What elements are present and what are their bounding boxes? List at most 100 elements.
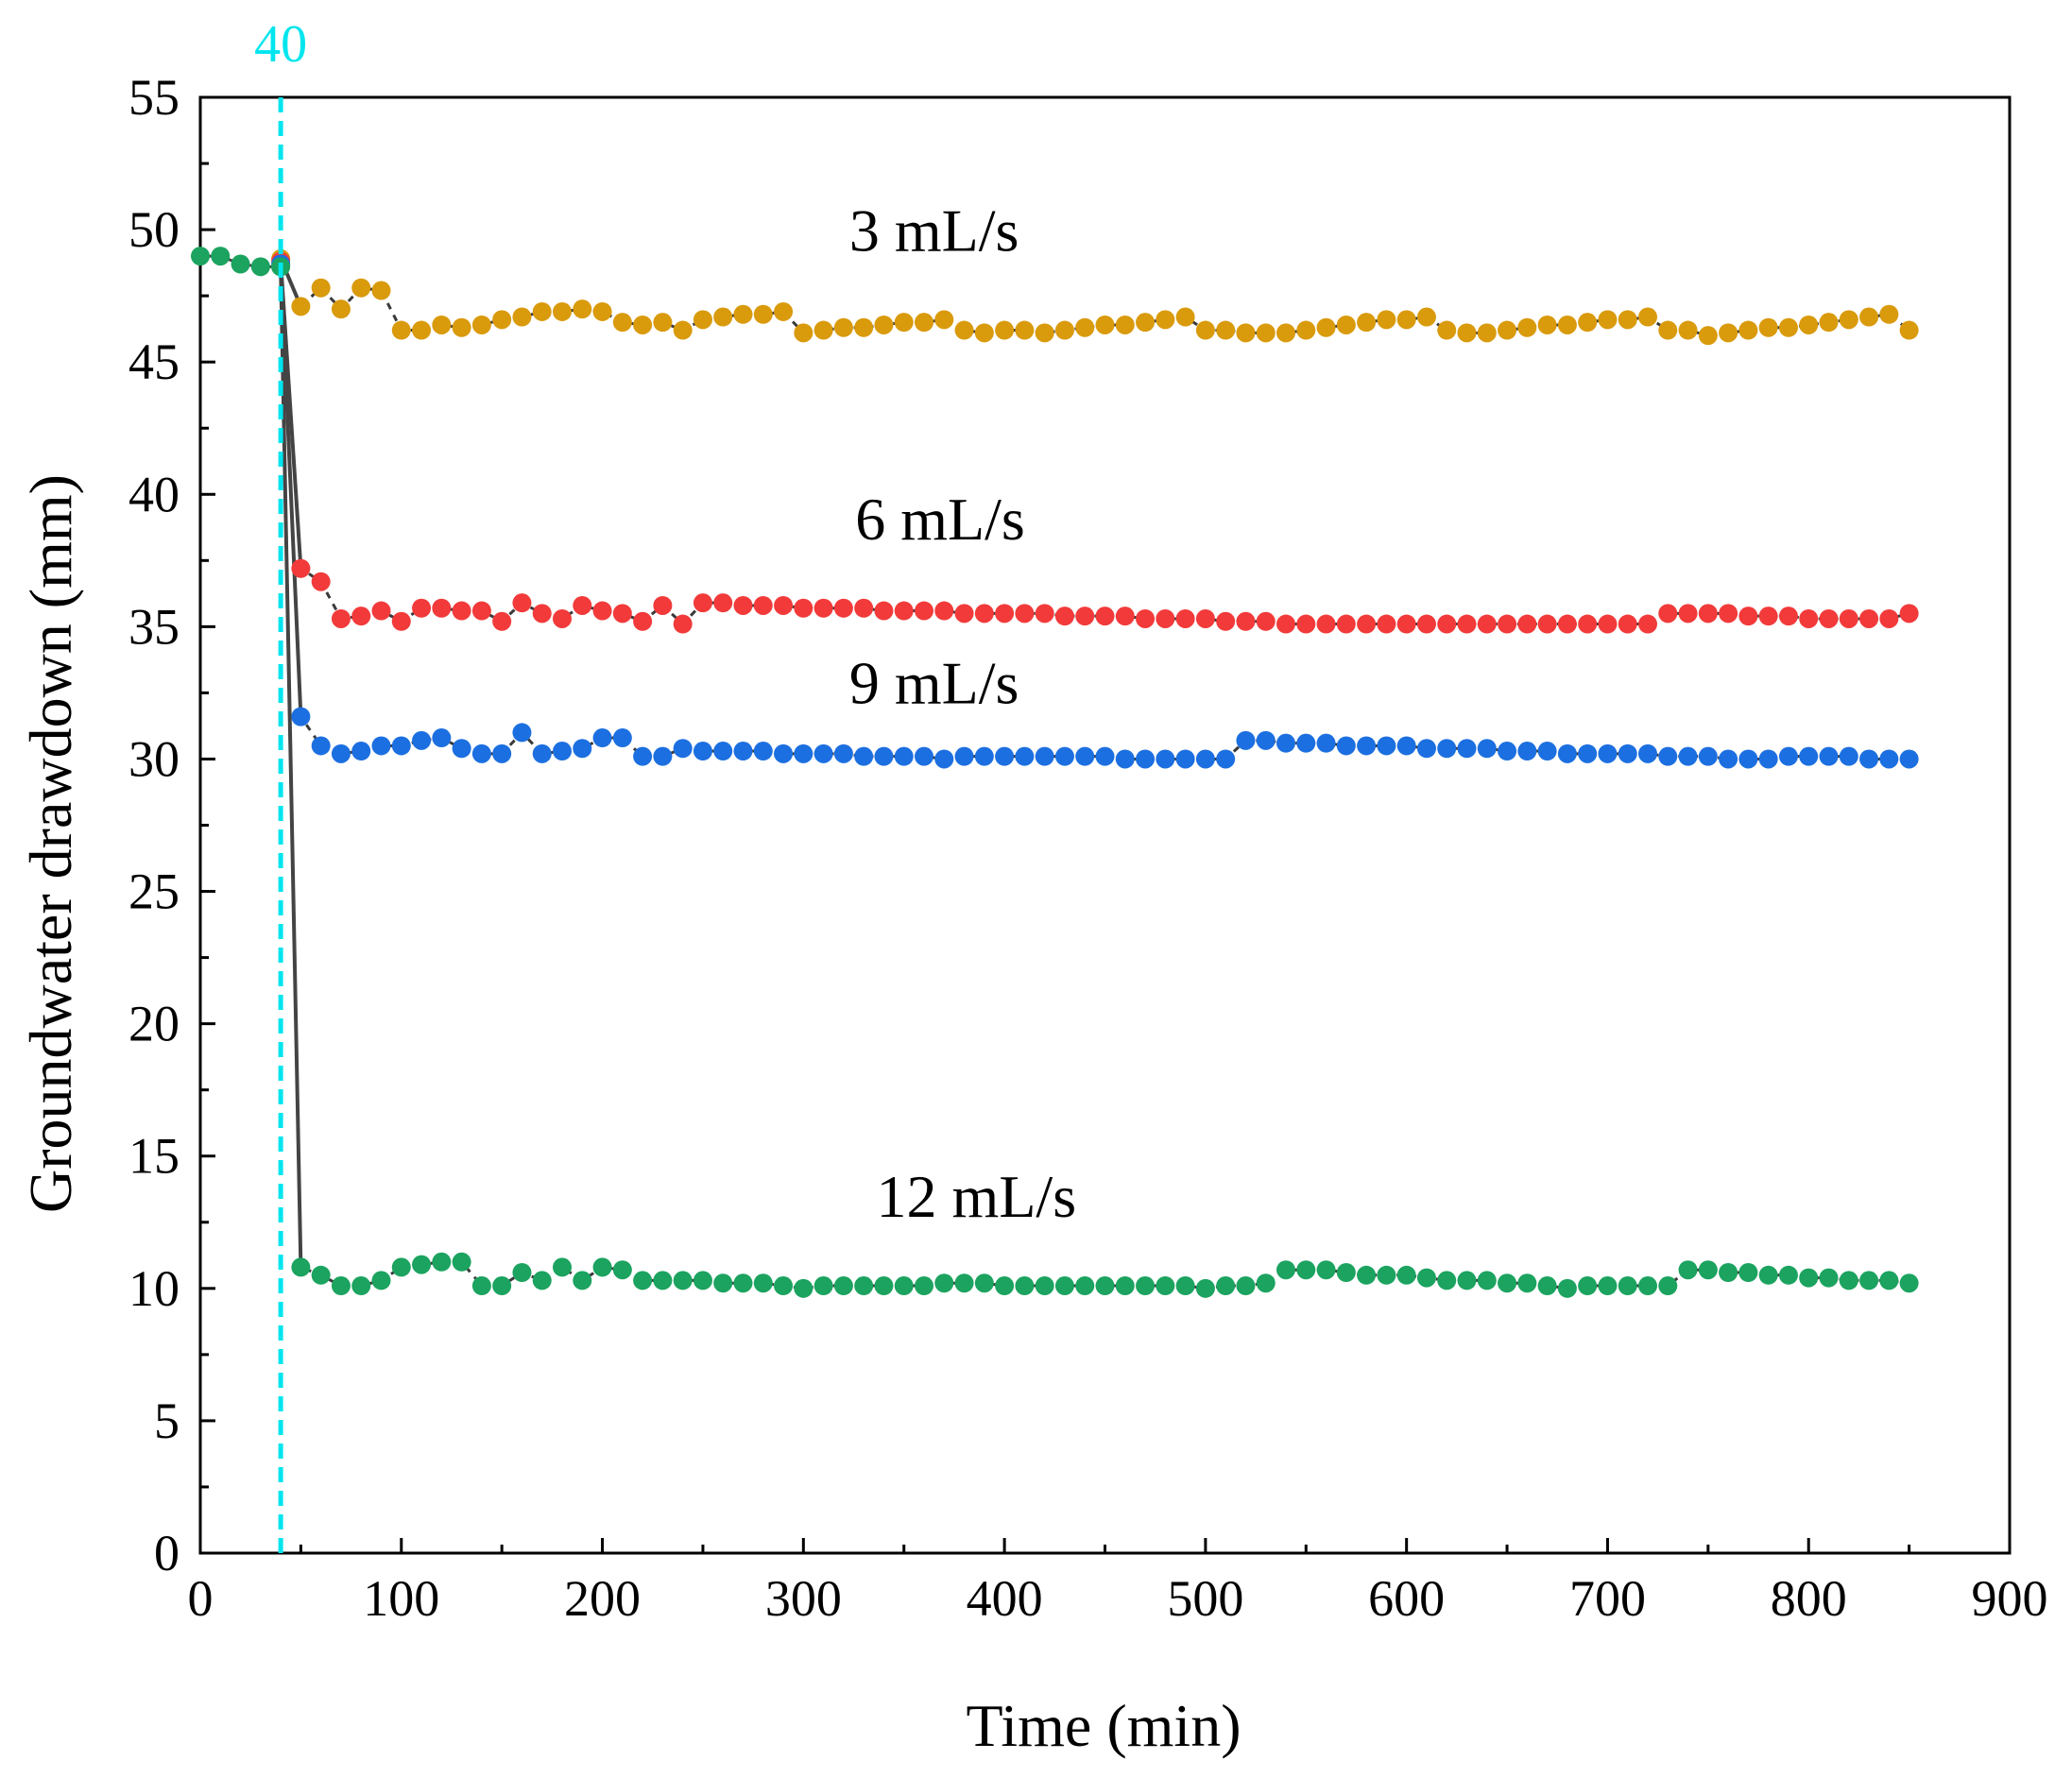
data-point-12-ml-per-s (1758, 1265, 1778, 1285)
data-point-6-ml-per-s (492, 611, 512, 631)
data-point-6-ml-per-s (1136, 608, 1156, 628)
data-point-12-ml-per-s (934, 1273, 954, 1293)
data-point-3-ml-per-s (653, 313, 673, 333)
data-point-9-ml-per-s (532, 743, 552, 763)
data-point-6-ml-per-s (1396, 614, 1416, 634)
data-point-9-ml-per-s (1618, 743, 1637, 763)
data-point-6-ml-per-s (1015, 604, 1035, 624)
data-point-9-ml-per-s (1015, 746, 1035, 766)
data-point-9-ml-per-s (1738, 749, 1758, 769)
x-tick-label: 100 (363, 1570, 439, 1627)
data-point-9-ml-per-s (995, 746, 1015, 766)
data-point-9-ml-per-s (1236, 730, 1256, 750)
initial-point (231, 254, 250, 274)
data-point-3-ml-per-s (311, 278, 331, 298)
data-point-9-ml-per-s (592, 728, 612, 748)
data-point-12-ml-per-s (1396, 1265, 1416, 1285)
data-point-9-ml-per-s (934, 749, 954, 769)
data-point-9-ml-per-s (553, 742, 572, 761)
data-point-9-ml-per-s (612, 728, 632, 748)
data-point-9-ml-per-s (391, 736, 411, 756)
data-point-6-ml-per-s (1899, 604, 1919, 624)
series-line-9-ml-per-s (279, 264, 1909, 760)
data-point-9-ml-per-s (331, 743, 351, 763)
data-point-6-ml-per-s (1256, 611, 1276, 631)
data-point-6-ml-per-s (954, 604, 974, 624)
data-point-6-ml-per-s (1095, 607, 1115, 626)
data-point-12-ml-per-s (1115, 1276, 1135, 1296)
data-point-12-ml-per-s (432, 1252, 452, 1272)
data-point-12-ml-per-s (1256, 1273, 1276, 1293)
y-tick-label: 5 (154, 1393, 180, 1449)
data-point-3-ml-per-s (1357, 313, 1377, 333)
data-point-6-ml-per-s (774, 595, 794, 615)
data-point-9-ml-per-s (1136, 749, 1156, 769)
data-point-9-ml-per-s (833, 743, 853, 763)
data-point-12-ml-per-s (1357, 1265, 1377, 1285)
data-point-12-ml-per-s (1175, 1276, 1195, 1296)
data-point-9-ml-per-s (371, 736, 391, 756)
data-point-6-ml-per-s (1678, 604, 1698, 624)
data-point-9-ml-per-s (1035, 746, 1054, 766)
data-point-9-ml-per-s (813, 743, 833, 763)
x-tick-label: 600 (1368, 1570, 1445, 1627)
data-point-6-ml-per-s (915, 601, 933, 621)
data-point-3-ml-per-s (1638, 307, 1657, 327)
data-point-12-ml-per-s (1437, 1271, 1457, 1290)
data-point-3-ml-per-s (1075, 317, 1095, 337)
data-point-9-ml-per-s (1578, 743, 1598, 763)
data-point-12-ml-per-s (1658, 1276, 1678, 1296)
series-lines-layer (200, 254, 1910, 1290)
data-point-6-ml-per-s (1054, 607, 1074, 626)
data-point-6-ml-per-s (653, 595, 673, 615)
data-point-3-ml-per-s (1396, 310, 1416, 330)
data-point-3-ml-per-s (894, 313, 914, 333)
data-point-3-ml-per-s (1557, 315, 1577, 334)
data-point-3-ml-per-s (1457, 323, 1477, 343)
data-point-3-ml-per-s (1598, 310, 1618, 330)
data-point-3-ml-per-s (1156, 310, 1175, 330)
data-point-12-ml-per-s (1778, 1265, 1798, 1285)
data-point-12-ml-per-s (471, 1276, 491, 1296)
data-point-3-ml-per-s (1899, 320, 1919, 340)
data-point-3-ml-per-s (1195, 320, 1215, 340)
data-point-12-ml-per-s (1296, 1260, 1316, 1280)
data-point-12-ml-per-s (1879, 1271, 1899, 1290)
data-point-9-ml-per-s (1517, 742, 1537, 761)
data-point-9-ml-per-s (854, 746, 874, 766)
data-point-9-ml-per-s (1678, 746, 1698, 766)
x-tick-label: 700 (1569, 1570, 1646, 1627)
data-point-12-ml-per-s (733, 1273, 753, 1293)
data-point-3-ml-per-s (1859, 307, 1879, 327)
data-point-6-ml-per-s (1115, 607, 1135, 626)
data-point-3-ml-per-s (813, 320, 833, 340)
data-point-6-ml-per-s (1276, 614, 1295, 634)
data-point-12-ml-per-s (391, 1257, 411, 1277)
data-point-3-ml-per-s (1618, 310, 1637, 330)
data-point-9-ml-per-s (713, 742, 733, 761)
data-point-9-ml-per-s (794, 743, 813, 763)
data-point-12-ml-per-s (311, 1265, 331, 1285)
data-point-12-ml-per-s (1416, 1268, 1436, 1288)
data-point-3-ml-per-s (1377, 310, 1396, 330)
data-point-12-ml-per-s (1075, 1276, 1095, 1296)
data-point-3-ml-per-s (391, 320, 411, 340)
reference-line-label: 40 (254, 15, 307, 74)
data-point-12-ml-per-s (1095, 1276, 1115, 1296)
data-point-9-ml-per-s (432, 728, 452, 748)
y-tick-label: 45 (128, 333, 180, 390)
data-point-3-ml-per-s (833, 317, 853, 337)
data-point-6-ml-per-s (833, 598, 853, 618)
data-point-12-ml-per-s (592, 1257, 612, 1277)
data-point-3-ml-per-s (412, 320, 432, 340)
data-point-6-ml-per-s (553, 608, 572, 628)
data-point-12-ml-per-s (412, 1255, 432, 1274)
y-axis-title: Groundwater drawdown (mm) (17, 474, 84, 1213)
data-point-9-ml-per-s (1457, 739, 1477, 759)
data-point-6-ml-per-s (1035, 604, 1054, 624)
data-point-3-ml-per-s (1819, 313, 1839, 333)
data-point-3-ml-per-s (633, 315, 653, 334)
data-point-6-ml-per-s (471, 601, 491, 621)
data-point-3-ml-per-s (1236, 323, 1256, 343)
data-point-12-ml-per-s (693, 1271, 712, 1290)
